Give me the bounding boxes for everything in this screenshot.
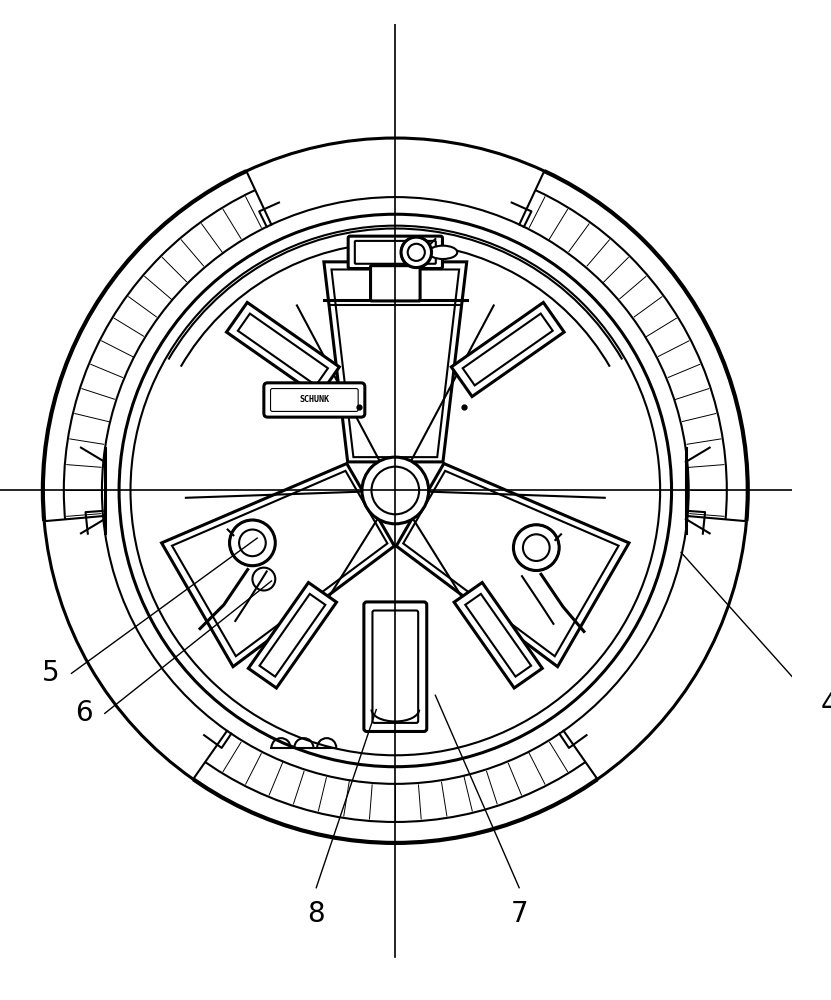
FancyBboxPatch shape [355, 241, 435, 264]
FancyBboxPatch shape [371, 266, 420, 301]
Polygon shape [238, 314, 328, 385]
Polygon shape [396, 464, 629, 667]
Circle shape [239, 530, 266, 556]
Text: 7: 7 [510, 900, 528, 928]
Circle shape [253, 568, 275, 590]
Polygon shape [465, 594, 531, 677]
Polygon shape [324, 262, 467, 462]
Wedge shape [561, 516, 751, 783]
FancyBboxPatch shape [271, 389, 358, 411]
FancyBboxPatch shape [364, 602, 427, 731]
Circle shape [523, 534, 549, 561]
Polygon shape [284, 490, 506, 668]
FancyBboxPatch shape [348, 236, 442, 269]
Text: 5: 5 [42, 659, 59, 687]
Circle shape [119, 214, 671, 767]
Polygon shape [451, 302, 564, 397]
Circle shape [43, 138, 748, 843]
Text: 6: 6 [75, 699, 92, 727]
Polygon shape [248, 583, 337, 688]
Circle shape [229, 520, 275, 566]
Text: 4: 4 [821, 691, 831, 719]
FancyBboxPatch shape [264, 383, 365, 417]
Circle shape [401, 237, 431, 268]
Polygon shape [161, 464, 395, 667]
Ellipse shape [429, 246, 457, 259]
Circle shape [362, 457, 429, 524]
Text: 8: 8 [307, 900, 325, 928]
Wedge shape [244, 133, 546, 229]
Polygon shape [227, 302, 339, 397]
Polygon shape [463, 314, 553, 385]
Circle shape [371, 467, 419, 514]
Polygon shape [186, 305, 396, 498]
Polygon shape [454, 583, 543, 688]
FancyBboxPatch shape [372, 610, 418, 723]
Circle shape [514, 525, 559, 570]
Circle shape [408, 244, 425, 261]
Wedge shape [39, 516, 229, 783]
Polygon shape [259, 594, 326, 677]
Polygon shape [396, 305, 605, 498]
Text: SCHUNK: SCHUNK [299, 395, 329, 404]
